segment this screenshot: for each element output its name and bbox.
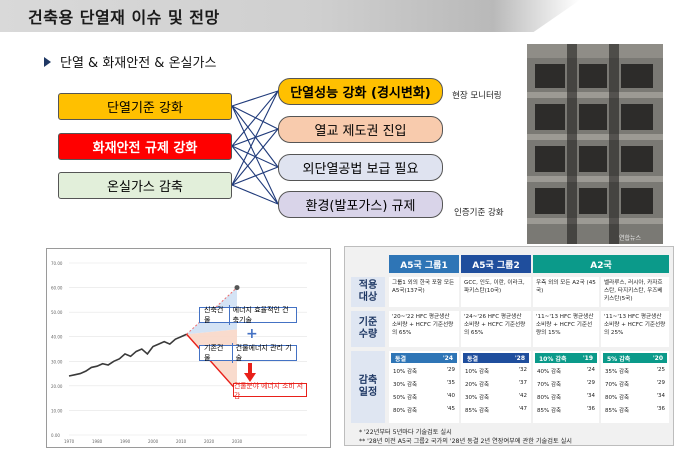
left-item-fire-safety: 화재안전 규제 강화 (58, 133, 232, 160)
bullet-triangle-icon (44, 57, 51, 67)
left-item-label: 단열기준 강화 (107, 101, 183, 116)
existing-building-title: 기존건물 (200, 343, 233, 363)
page-title: 건축용 단열재 이슈 및 전망 (28, 8, 220, 27)
x-tick-label: 2000 (148, 439, 159, 444)
left-item-label: 화재안전 규제 강화 (92, 141, 198, 156)
existing-building-box: 기존건물 건물에너지 관리 기술 (199, 343, 297, 363)
y-tick-label: 70.00 (51, 261, 63, 266)
footnote-1: * '22년부터 5년마다 기술검토 실시 (359, 429, 452, 436)
x-tick-label: 2010 (176, 439, 187, 444)
upper-projection-line (186, 287, 238, 335)
y-tick-label: 60.00 (51, 286, 63, 291)
right-item-blowing-agent: 환경(발포가스) 규제 (278, 191, 443, 218)
hfc-schedule-table: A5국 그룹1 A5국 그룹2 A2국 적용 대상 기준 수량 감축 일정 그룹… (344, 246, 674, 446)
note-certification: 인증기준 강화 (454, 208, 504, 218)
new-building-title: 신축건물 (200, 305, 230, 325)
column-header-a5-group2: A5국 그룹2 (461, 255, 531, 273)
right-item-thermal-bridge: 열교 제도권 진입 (278, 116, 443, 143)
schedule-head: 10% 감축 '19 (535, 353, 597, 363)
schedule-row: 50% 감축 '40 (393, 393, 455, 401)
x-tick-label: 1980 (92, 439, 103, 444)
schedule-row: 80% 감축 '45 (393, 406, 455, 414)
history-line (68, 333, 187, 377)
schedule-row: 80% 감축 '34 (537, 393, 595, 401)
y-tick-label: 30.00 (51, 359, 63, 364)
x-tick-label: 1990 (120, 439, 131, 444)
footnote-2: ** '28년 이전 A5국 그룹2 국가의 '28년 동결 2년 연장여부에 … (359, 438, 572, 445)
y-tick-label: 0.00 (51, 433, 60, 438)
baseline-cell: '11~'13 HFC 평균생산 소비량 + HCFC 기준선량의 15% (533, 311, 599, 347)
lower-projection-line (186, 333, 238, 392)
building-illustration: 연합뉴스 (527, 44, 663, 244)
baseline-cell: '20~'22 HFC 평균생산 소비량 + HCFC 기준선량의 65% (389, 311, 459, 347)
new-building-text: 에너지 효율적인 건축기술 (232, 306, 289, 324)
schedule-row: 30% 감축 '35 (393, 380, 455, 388)
schedule-head: 동결 '28 (463, 353, 529, 363)
schedule-group2: 동결 '28 10% 감축 '32 20% 감축 '37 30% 감축 '42 85% … (461, 351, 531, 423)
note-site-monitoring: 현장 모니터링 (452, 91, 502, 101)
row-label-schedule: 감축 일정 (351, 351, 385, 423)
row-label-applicability: 적용 대상 (351, 277, 385, 307)
energy-chart-panel: 70.00 60.00 50.00 40.00 30.00 20.00 10.00 0.00 … (46, 248, 331, 448)
schedule-head: 동결 '24 (391, 353, 457, 363)
y-tick-label: 50.00 (51, 310, 63, 315)
applicability-cell: 벨라루스, 러시아, 카자흐스탄, 타지키스탄, 우즈베키스탄(5국) (601, 277, 669, 307)
title-banner (0, 0, 580, 32)
upper-projection-endpoint (234, 285, 240, 291)
schedule-row: 85% 감축 '36 (537, 406, 595, 414)
applicability-cell: 그룹1 외의 한국 포함 모든 A5국(137국) (389, 277, 459, 307)
schedule-head: 5% 감축 '20 (603, 353, 667, 363)
energy-reduction-box: 건물분야 에너지 소비 저감 (233, 382, 307, 400)
schedule-row: 20% 감축 '37 (465, 380, 527, 388)
left-item-insulation-standard: 단열기준 강화 (58, 93, 232, 120)
down-arrow-icon (244, 363, 256, 382)
column-header-a5-group1: A5국 그룹1 (389, 255, 459, 273)
schedule-row: 10% 감축 '29 (393, 367, 455, 375)
x-tick-label: 2020 (204, 439, 215, 444)
schedule-row: 85% 감축 '36 (605, 406, 665, 414)
row-label-baseline: 기준 수량 (351, 311, 385, 347)
right-item-external-insulation: 외단열공법 보급 필요 (278, 154, 443, 181)
x-tick-label: 1970 (64, 439, 75, 444)
right-item-label: 열교 제도권 진입 (314, 124, 407, 139)
schedule-row: 70% 감축 '29 (605, 380, 665, 388)
schedule-row: 30% 감축 '42 (465, 393, 527, 401)
schedule-row: 85% 감축 '47 (465, 406, 527, 414)
right-item-label: 외단열공법 보급 필요 (302, 162, 419, 177)
schedule-a2-2: 5% 감축 '20 35% 감축 '25 70% 감축 '29 80% 감축 '34 8… (601, 351, 669, 423)
schedule-row: 70% 감축 '29 (537, 380, 595, 388)
new-building-box: 신축건물 에너지 효율적인 건축기술 (199, 305, 297, 325)
schedule-group1: 동결 '24 10% 감축 '29 30% 감축 '35 50% 감축 '40 80% … (389, 351, 459, 423)
schedule-row: 10% 감축 '32 (465, 367, 527, 375)
subheading: 단열 & 화재안전 & 온실가스 (60, 56, 217, 71)
schedule-row: 80% 감축 '34 (605, 393, 665, 401)
plus-icon: + (246, 326, 258, 342)
baseline-cell: '11~'13 HFC 평균생산 소비량 + HCFC 기준선량의 25% (601, 311, 669, 347)
y-tick-label: 40.00 (51, 335, 63, 340)
applicability-cell: GCC, 인도, 이란, 이라크, 파키스탄(10국) (461, 277, 531, 307)
burned-building-photo: 연합뉴스 (527, 44, 663, 244)
left-item-ghg-reduction: 온실가스 감축 (58, 172, 232, 199)
right-item-insulation-performance: 단열성능 강화 (경시변화) (278, 78, 443, 105)
schedule-row: 40% 감축 '24 (537, 367, 595, 375)
schedule-a2-1: 10% 감축 '19 40% 감축 '24 70% 감축 '29 80% 감축 '34 … (533, 351, 599, 423)
schedule-row: 35% 감축 '25 (605, 367, 665, 375)
y-tick-label: 20.00 (51, 384, 63, 389)
photo-watermark: 연합뉴스 (619, 234, 642, 242)
left-item-label: 온실가스 감축 (107, 180, 183, 195)
baseline-cell: '24~'26 HFC 평균생산 소비량 + HCFC 기준선량의 65% (461, 311, 531, 347)
x-tick-label: 2030 (232, 439, 243, 444)
column-header-a2: A2국 (533, 255, 669, 273)
right-item-label: 환경(발포가스) 규제 (305, 199, 416, 214)
existing-building-text: 건물에너지 관리 기술 (235, 344, 292, 362)
right-item-label: 단열성능 강화 (경시변화) (290, 86, 431, 101)
y-tick-label: 10.00 (51, 408, 63, 413)
applicability-cell: 우측 외의 모든 A2국 (45국) (533, 277, 599, 307)
